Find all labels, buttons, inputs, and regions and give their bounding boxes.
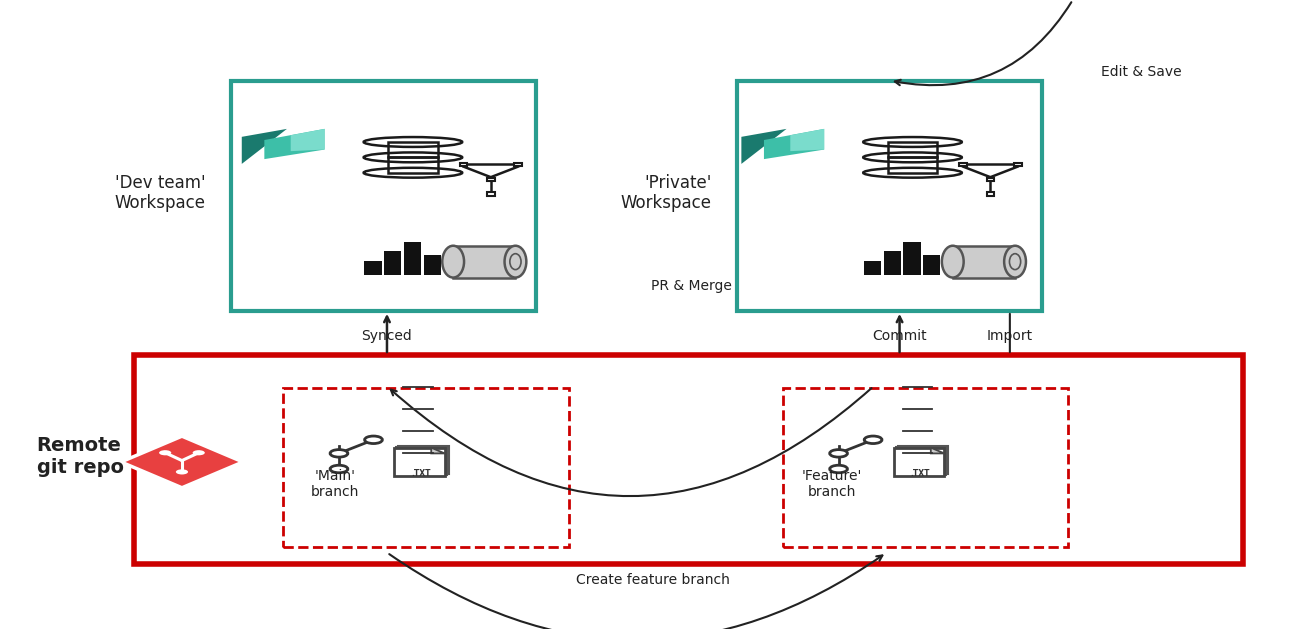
- Bar: [884, 251, 901, 276]
- Polygon shape: [264, 129, 325, 159]
- Ellipse shape: [1010, 253, 1021, 270]
- Bar: [384, 251, 401, 276]
- Bar: [487, 177, 495, 181]
- Circle shape: [364, 436, 383, 443]
- Bar: [923, 255, 940, 276]
- FancyBboxPatch shape: [893, 448, 944, 476]
- FancyBboxPatch shape: [896, 447, 947, 476]
- Text: .TXT: .TXT: [910, 469, 930, 478]
- FancyBboxPatch shape: [897, 446, 948, 474]
- Bar: [453, 246, 516, 277]
- Bar: [487, 192, 495, 196]
- Polygon shape: [431, 448, 445, 454]
- Polygon shape: [291, 129, 325, 151]
- Polygon shape: [931, 448, 944, 454]
- Circle shape: [865, 436, 882, 443]
- Text: .TXT: .TXT: [411, 469, 431, 478]
- Circle shape: [330, 465, 347, 473]
- Circle shape: [829, 450, 848, 457]
- Bar: [986, 177, 994, 181]
- Text: Edit & Save: Edit & Save: [1101, 65, 1182, 79]
- Ellipse shape: [509, 253, 521, 270]
- Polygon shape: [764, 129, 824, 159]
- Circle shape: [330, 450, 347, 457]
- Ellipse shape: [942, 246, 964, 277]
- Text: 'Dev team'
Workspace: 'Dev team' Workspace: [115, 174, 205, 213]
- Bar: [1013, 163, 1021, 166]
- Text: Create feature branch: Create feature branch: [576, 573, 730, 587]
- Bar: [888, 142, 938, 157]
- FancyBboxPatch shape: [283, 388, 568, 547]
- Bar: [865, 260, 882, 276]
- FancyBboxPatch shape: [782, 388, 1068, 547]
- Bar: [888, 157, 938, 173]
- FancyBboxPatch shape: [394, 448, 445, 476]
- Bar: [364, 260, 381, 276]
- Circle shape: [176, 469, 188, 474]
- Circle shape: [192, 450, 205, 455]
- Bar: [986, 192, 994, 196]
- Bar: [959, 163, 966, 166]
- Bar: [460, 163, 468, 166]
- Circle shape: [829, 465, 848, 473]
- Text: PR & Merge: PR & Merge: [652, 279, 733, 293]
- Polygon shape: [742, 129, 786, 164]
- FancyBboxPatch shape: [396, 447, 447, 476]
- Ellipse shape: [1004, 246, 1027, 277]
- Text: 'Feature'
branch: 'Feature' branch: [802, 469, 862, 499]
- Bar: [423, 255, 440, 276]
- Bar: [404, 242, 421, 276]
- Text: Import: Import: [987, 329, 1033, 343]
- Circle shape: [159, 450, 171, 455]
- Text: Remote
git repo: Remote git repo: [37, 436, 124, 477]
- Ellipse shape: [504, 246, 526, 277]
- Bar: [515, 163, 522, 166]
- Ellipse shape: [443, 246, 464, 277]
- Polygon shape: [242, 129, 287, 164]
- Text: 'Main'
branch: 'Main' branch: [311, 469, 359, 499]
- Polygon shape: [790, 129, 824, 151]
- Bar: [904, 242, 921, 276]
- Bar: [953, 246, 1015, 277]
- Text: Commit: Commit: [872, 329, 927, 343]
- FancyBboxPatch shape: [231, 81, 537, 311]
- Text: 'Private'
Workspace: 'Private' Workspace: [620, 174, 712, 213]
- FancyBboxPatch shape: [738, 81, 1042, 311]
- Polygon shape: [121, 436, 243, 487]
- FancyBboxPatch shape: [135, 355, 1243, 564]
- FancyBboxPatch shape: [398, 446, 449, 474]
- Bar: [388, 142, 438, 157]
- Text: Synced: Synced: [362, 329, 413, 343]
- Bar: [388, 157, 438, 173]
